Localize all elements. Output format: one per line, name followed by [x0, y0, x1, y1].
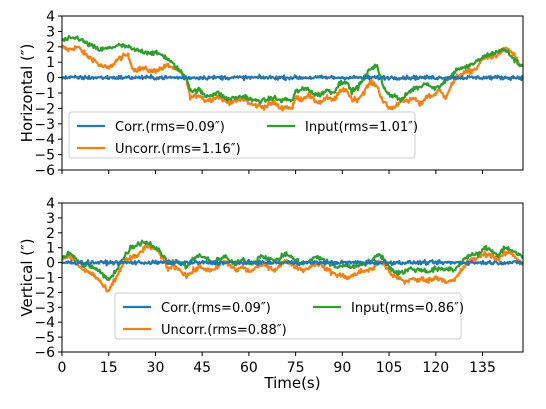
y-tick-label: 3: [46, 211, 55, 227]
x-tick-label: 75: [287, 360, 305, 376]
series-line-corr: [62, 258, 523, 267]
plot-area: [62, 239, 523, 293]
y-tick-label: 1: [46, 241, 55, 257]
y-tick-label: −6: [34, 163, 55, 179]
legend-box: [114, 292, 462, 340]
y-axis-label: Vertical (″): [18, 238, 36, 316]
x-tick-label: 30: [147, 360, 165, 376]
y-tick-label: −1: [34, 271, 55, 287]
y-tick-label: −4: [34, 132, 55, 148]
y-tick-label: 2: [46, 226, 55, 242]
x-tick-label: 0: [58, 360, 67, 376]
series-line-corr: [62, 73, 523, 82]
y-tick-label: −6: [34, 345, 55, 361]
series-line-uncorr: [62, 44, 523, 112]
x-tick-label: 120: [422, 360, 449, 376]
series-line-input: [62, 239, 523, 282]
y-tick-label: 0: [46, 71, 55, 87]
y-tick-label: −2: [34, 285, 55, 301]
x-tick-label: 45: [193, 360, 211, 376]
legend-entry-corr: Corr.(rms=0.09″): [115, 120, 225, 135]
legend-entry-uncorr: Uncorr.(rms=1.16″): [115, 142, 241, 157]
legend-entry-input: Input(rms=0.86″): [351, 301, 464, 316]
x-tick-label: 135: [469, 360, 496, 376]
series-line-input: [62, 34, 523, 105]
x-axis-label: Time(s): [263, 374, 320, 392]
y-tick-label: 3: [46, 24, 55, 40]
y-tick-label: −3: [34, 117, 55, 133]
series-line-uncorr: [62, 243, 523, 293]
y-tick-label: 4: [46, 196, 55, 212]
y-tick-label: −5: [34, 330, 55, 346]
x-tick-label: 60: [240, 360, 258, 376]
y-tick-label: 1: [46, 55, 55, 71]
legend-entry-input: Input(rms=1.01″): [305, 120, 418, 135]
y-tick-label: 0: [46, 256, 55, 272]
x-tick-label: 15: [100, 360, 118, 376]
x-tick-label: 105: [376, 360, 403, 376]
y-tick-label: −1: [34, 86, 55, 102]
legend-entry-corr: Corr.(rms=0.09″): [161, 301, 271, 316]
y-axis-label: Horizontal (″): [18, 44, 36, 143]
y-tick-label: −4: [34, 315, 55, 331]
legend: Corr.(rms=0.09″) Uncorr.(rms=1.16″) Input(…: [68, 111, 418, 159]
plot-area: [62, 34, 523, 112]
y-tick-label: 4: [46, 9, 55, 25]
y-tick-label: −3: [34, 300, 55, 316]
y-tick-label: 2: [46, 40, 55, 56]
y-tick-label: −5: [34, 148, 55, 164]
legend-box: [68, 111, 416, 159]
legend-entry-uncorr: Uncorr.(rms=0.88″): [161, 323, 287, 338]
x-tick-label: 90: [333, 360, 351, 376]
legend: Corr.(rms=0.09″) Uncorr.(rms=0.88″) Input(…: [114, 292, 464, 340]
y-tick-label: −2: [34, 101, 55, 117]
